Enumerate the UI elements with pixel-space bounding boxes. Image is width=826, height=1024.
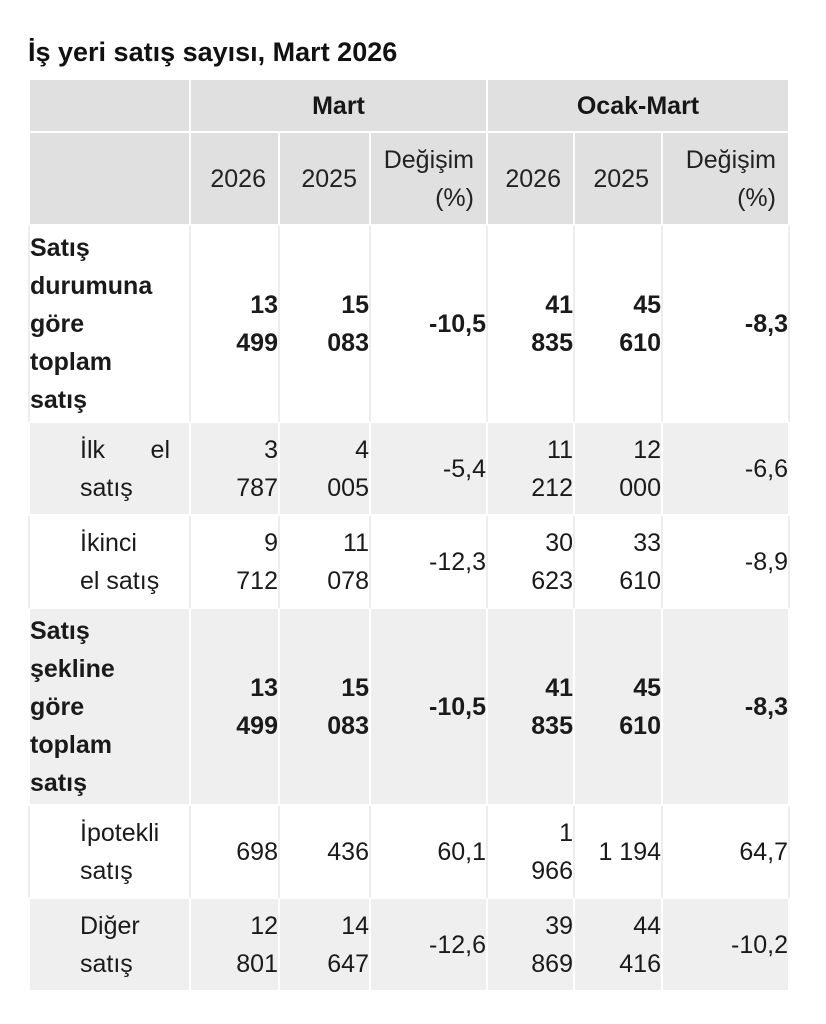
column-header-ocakmart-2025: 2025 (575, 133, 663, 226)
value-cell: 3 787 (191, 423, 280, 516)
page-title: İş yeri satış sayısı, Mart 2026 (28, 37, 398, 67)
value-cell: 41 835 (488, 609, 575, 806)
value-cell: 14 647 (280, 899, 371, 992)
table-row-total-by-status: Satış durumuna göre toplam satış 13 499 … (28, 226, 790, 423)
value-cell: 436 (280, 806, 371, 899)
column-header-mart-change: Değişim (%) (371, 133, 488, 226)
value-cell: 15 083 (280, 226, 371, 423)
column-header-mart-2026: 2026 (191, 133, 280, 226)
value-cell: 12 000 (575, 423, 663, 516)
value-cell: 44 416 (575, 899, 663, 992)
value-cell: 45 610 (575, 609, 663, 806)
row-label: Satış durumuna göre toplam satış (28, 226, 191, 423)
value-cell: 13 499 (191, 609, 280, 806)
corner-cell (28, 133, 191, 226)
value-cell: 11 212 (488, 423, 575, 516)
column-header-mart-2025: 2025 (280, 133, 371, 226)
row-label: İkinci el satış (28, 516, 191, 609)
row-label: Satış şekline göre toplam satış (28, 609, 191, 806)
value-cell: 30 623 (488, 516, 575, 609)
value-cell: -8,3 (663, 609, 790, 806)
value-cell: 1 966 (488, 806, 575, 899)
group-header-row: Mart Ocak-Mart (28, 80, 790, 133)
corner-cell (28, 80, 191, 133)
value-cell: -8,9 (663, 516, 790, 609)
row-label: İpotekli satış (28, 806, 191, 899)
value-cell: -10,5 (371, 226, 488, 423)
value-cell: 39 869 (488, 899, 575, 992)
column-header-ocakmart-change: Değişim (%) (663, 133, 790, 226)
value-cell: 11 078 (280, 516, 371, 609)
value-cell: -8,3 (663, 226, 790, 423)
value-cell: -10,2 (663, 899, 790, 992)
value-cell: 9 712 (191, 516, 280, 609)
value-cell: 13 499 (191, 226, 280, 423)
value-cell: -6,6 (663, 423, 790, 516)
value-cell: 698 (191, 806, 280, 899)
value-cell: -5,4 (371, 423, 488, 516)
group-header-ocak-mart: Ocak-Mart (488, 80, 790, 133)
value-cell: 33 610 (575, 516, 663, 609)
column-header-ocakmart-2026: 2026 (488, 133, 575, 226)
table-row-first-hand: İlk el satış 3 787 4 005 -5,4 11 212 12 … (28, 423, 790, 516)
value-cell: -12,6 (371, 899, 488, 992)
value-cell: 12 801 (191, 899, 280, 992)
group-header-mart: Mart (191, 80, 488, 133)
value-cell: 4 005 (280, 423, 371, 516)
value-cell: 45 610 (575, 226, 663, 423)
value-cell: -10,5 (371, 609, 488, 806)
table-row-total-by-type: Satış şekline göre toplam satış 13 499 1… (28, 609, 790, 806)
value-cell: 41 835 (488, 226, 575, 423)
value-cell: 64,7 (663, 806, 790, 899)
table-row-second-hand: İkinci el satış 9 712 11 078 -12,3 30 62… (28, 516, 790, 609)
value-cell: 60,1 (371, 806, 488, 899)
value-cell: 15 083 (280, 609, 371, 806)
row-label: İlk el satış (28, 423, 191, 516)
value-cell: 1 194 (575, 806, 663, 899)
value-cell: -12,3 (371, 516, 488, 609)
table-row-mortgaged: İpotekli satış 698 436 60,1 1 966 1 194 … (28, 806, 790, 899)
row-label: Diğer satış (28, 899, 191, 992)
column-header-row: 2026 2025 Değişim (%) 2026 2025 Değişim … (28, 133, 790, 226)
table-row-other: Diğer satış 12 801 14 647 -12,6 39 869 4… (28, 899, 790, 992)
sales-table: Mart Ocak-Mart 2026 2025 Değişim (%) 202… (28, 80, 790, 992)
